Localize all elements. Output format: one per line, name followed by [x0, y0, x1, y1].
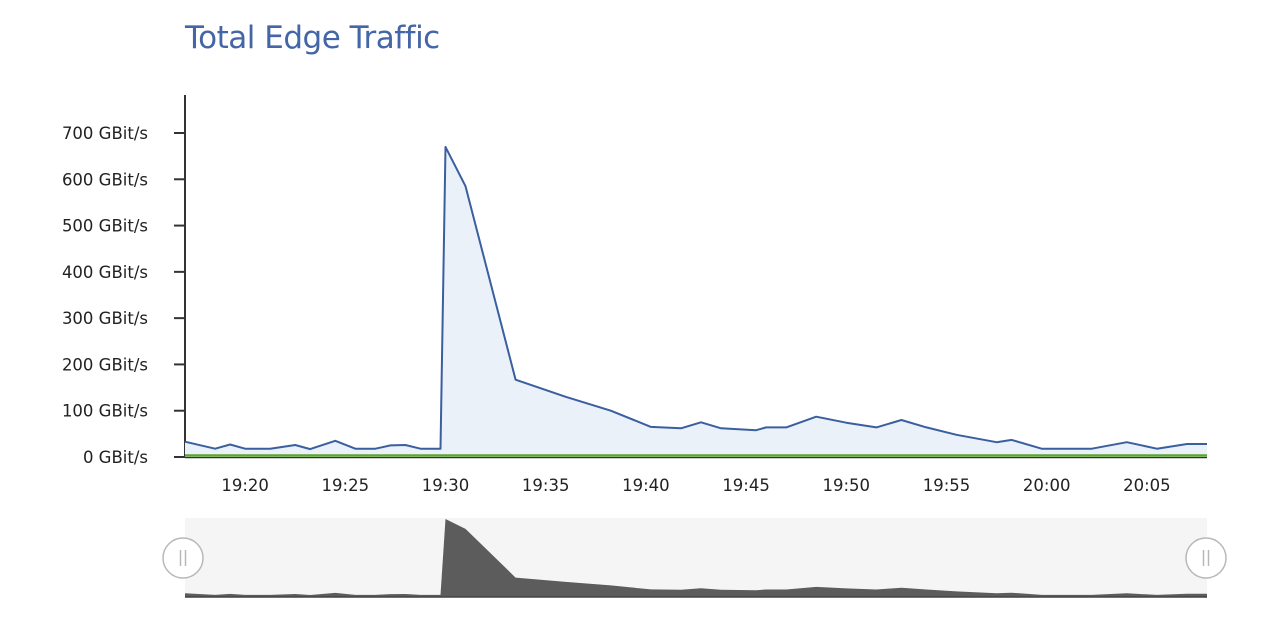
- x-axis: 19:20 19:25 19:30 19:35 19:40 19:45 19:50 19:55…: [185, 456, 1207, 495]
- left-range-handle[interactable]: [162, 537, 204, 579]
- y-tick-label: 200 GBit/s: [62, 355, 148, 374]
- navigator[interactable]: [162, 518, 1227, 598]
- x-tick-label: 20:00: [1023, 476, 1071, 495]
- x-tick-label: 19:30: [422, 476, 470, 495]
- y-tick-label: 300 GBit/s: [62, 309, 148, 328]
- y-tick-label: 600 GBit/s: [62, 170, 148, 189]
- y-tick-label: 0 GBit/s: [83, 448, 148, 467]
- x-tick-label: 19:20: [221, 476, 269, 495]
- right-range-handle[interactable]: [1185, 537, 1227, 579]
- plot-area: [184, 145, 1207, 457]
- y-tick-label: 700 GBit/s: [62, 124, 148, 143]
- handle-circle[interactable]: [1185, 537, 1227, 579]
- x-tick-label: 19:25: [322, 476, 370, 495]
- y-tick-label: 100 GBit/s: [62, 402, 148, 421]
- navigator-background: [185, 518, 1207, 597]
- x-tick-label: 19:45: [722, 476, 770, 495]
- handle-circle[interactable]: [162, 537, 204, 579]
- x-tick-label: 19:50: [823, 476, 871, 495]
- x-tick-label: 19:55: [923, 476, 971, 495]
- chart-title: Total Edge Traffic: [185, 20, 440, 56]
- series-area-fill: [185, 146, 1207, 457]
- x-tick-label: 20:05: [1123, 476, 1171, 495]
- y-axis: 0 GBit/s 100 GBit/s 200 GBit/s 300 GBit/s 40…: [62, 95, 186, 467]
- x-tick-label: 19:35: [522, 476, 570, 495]
- series-line: [184, 145, 1207, 451]
- y-tick-label: 500 GBit/s: [62, 217, 148, 236]
- x-tick-label: 19:40: [622, 476, 670, 495]
- y-tick-label: 400 GBit/s: [62, 263, 148, 282]
